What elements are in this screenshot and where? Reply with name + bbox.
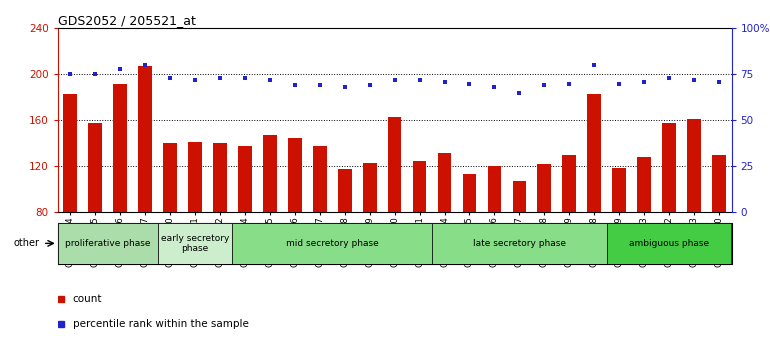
Bar (338, 169, 352, 212)
Bar (58, 223, 158, 264)
Bar (63, 94, 77, 212)
Bar (712, 155, 726, 212)
Bar (607, 223, 731, 264)
Bar (513, 181, 526, 212)
Text: mid secretory phase: mid secretory phase (286, 239, 379, 248)
Bar (89, 123, 102, 212)
Bar (413, 161, 427, 212)
Text: percentile rank within the sample: percentile rank within the sample (72, 319, 249, 329)
Bar (588, 94, 601, 212)
Text: early secretory
phase: early secretory phase (161, 234, 229, 253)
Bar (263, 135, 276, 212)
Bar (188, 142, 202, 212)
Bar (288, 138, 302, 212)
Bar (612, 167, 626, 212)
Text: ambiguous phase: ambiguous phase (629, 239, 709, 248)
Bar (437, 153, 451, 212)
Text: count: count (72, 294, 102, 304)
Bar (313, 146, 326, 212)
Bar (113, 84, 127, 212)
Bar (163, 143, 177, 212)
Bar (432, 223, 607, 264)
Bar (562, 155, 576, 212)
Bar (638, 157, 651, 212)
Bar (463, 175, 477, 212)
Bar (238, 146, 252, 212)
Text: proliferative phase: proliferative phase (65, 239, 150, 248)
Bar (687, 119, 701, 212)
Text: late secretory phase: late secretory phase (473, 239, 566, 248)
Bar (388, 117, 401, 212)
Bar (487, 166, 501, 212)
Bar (139, 66, 152, 212)
Text: other: other (13, 238, 39, 249)
Bar (233, 223, 432, 264)
Bar (363, 163, 377, 212)
Text: GDS2052 / 205521_at: GDS2052 / 205521_at (58, 14, 196, 27)
Bar (662, 123, 676, 212)
Bar (158, 223, 233, 264)
Bar (537, 164, 551, 212)
Bar (213, 143, 227, 212)
